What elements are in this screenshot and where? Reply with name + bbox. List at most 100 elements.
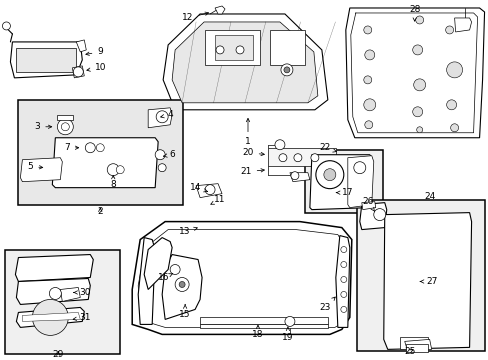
Text: 4: 4: [161, 110, 173, 119]
Polygon shape: [19, 100, 183, 204]
Circle shape: [179, 282, 185, 288]
Text: 9: 9: [86, 48, 103, 57]
Polygon shape: [76, 40, 86, 52]
Circle shape: [416, 127, 422, 133]
Text: 25: 25: [403, 347, 414, 356]
Polygon shape: [196, 184, 222, 198]
Text: 7: 7: [64, 143, 79, 152]
Polygon shape: [204, 30, 260, 65]
Circle shape: [340, 261, 346, 267]
Circle shape: [204, 185, 215, 195]
Circle shape: [363, 26, 371, 34]
Polygon shape: [138, 238, 155, 324]
Polygon shape: [57, 115, 73, 120]
Circle shape: [96, 144, 104, 152]
Circle shape: [49, 288, 61, 300]
Polygon shape: [267, 148, 335, 166]
Circle shape: [57, 119, 73, 135]
Polygon shape: [162, 255, 202, 319]
Polygon shape: [309, 155, 371, 210]
Circle shape: [175, 278, 189, 292]
Circle shape: [170, 265, 180, 275]
Text: 23: 23: [319, 297, 335, 312]
Circle shape: [315, 161, 343, 189]
Polygon shape: [335, 235, 349, 327]
Circle shape: [446, 100, 456, 110]
Polygon shape: [289, 173, 309, 182]
Text: 31: 31: [73, 313, 91, 322]
Circle shape: [364, 50, 374, 60]
Circle shape: [290, 172, 298, 180]
Polygon shape: [163, 14, 327, 110]
Text: 14: 14: [190, 183, 207, 192]
Polygon shape: [52, 138, 158, 188]
Polygon shape: [454, 18, 470, 32]
Polygon shape: [72, 66, 84, 78]
Polygon shape: [359, 203, 386, 230]
Circle shape: [61, 123, 69, 131]
Polygon shape: [200, 318, 327, 324]
Text: 3: 3: [35, 122, 52, 131]
Polygon shape: [148, 108, 172, 128]
Circle shape: [116, 166, 124, 174]
Circle shape: [281, 64, 292, 76]
Circle shape: [340, 292, 346, 297]
Circle shape: [2, 22, 10, 30]
Polygon shape: [345, 8, 484, 138]
Circle shape: [32, 300, 68, 336]
Polygon shape: [304, 150, 382, 213]
Text: 5: 5: [27, 162, 42, 171]
Polygon shape: [16, 255, 93, 282]
Circle shape: [340, 306, 346, 312]
Circle shape: [85, 143, 95, 153]
Polygon shape: [144, 238, 172, 289]
Circle shape: [107, 164, 119, 176]
Circle shape: [216, 46, 224, 54]
Polygon shape: [269, 30, 304, 65]
Circle shape: [340, 247, 346, 253]
Polygon shape: [132, 222, 351, 334]
Polygon shape: [383, 213, 470, 349]
Polygon shape: [5, 249, 120, 354]
Text: 22: 22: [319, 143, 336, 152]
Circle shape: [236, 46, 244, 54]
Polygon shape: [20, 158, 62, 182]
Circle shape: [363, 99, 375, 111]
Circle shape: [73, 67, 83, 77]
Text: 10: 10: [87, 63, 106, 72]
Text: 18: 18: [252, 325, 263, 339]
Text: 29: 29: [53, 350, 64, 359]
Text: 8: 8: [110, 176, 116, 189]
Text: 1: 1: [244, 118, 250, 146]
Circle shape: [445, 26, 453, 34]
Text: 13: 13: [179, 227, 197, 236]
Polygon shape: [215, 6, 224, 14]
Polygon shape: [17, 307, 84, 327]
Circle shape: [412, 107, 422, 117]
Polygon shape: [361, 202, 375, 210]
Circle shape: [446, 62, 462, 78]
Circle shape: [285, 316, 294, 327]
Text: 20: 20: [242, 148, 264, 157]
Text: 15: 15: [179, 304, 190, 319]
Polygon shape: [404, 339, 431, 351]
Circle shape: [284, 67, 289, 73]
Circle shape: [363, 76, 371, 84]
Circle shape: [373, 209, 385, 221]
Circle shape: [353, 162, 365, 174]
Circle shape: [310, 154, 318, 162]
Polygon shape: [356, 200, 484, 351]
Circle shape: [156, 111, 168, 123]
Circle shape: [364, 121, 372, 129]
Text: 12: 12: [182, 12, 208, 22]
Circle shape: [278, 154, 286, 162]
Circle shape: [415, 16, 423, 24]
Circle shape: [340, 276, 346, 283]
Text: 28: 28: [408, 5, 420, 21]
Text: 16: 16: [158, 273, 172, 282]
Text: 17: 17: [336, 188, 353, 197]
Polygon shape: [17, 48, 76, 72]
Polygon shape: [10, 42, 82, 78]
Text: 30: 30: [74, 288, 91, 297]
Text: 11: 11: [210, 195, 225, 204]
